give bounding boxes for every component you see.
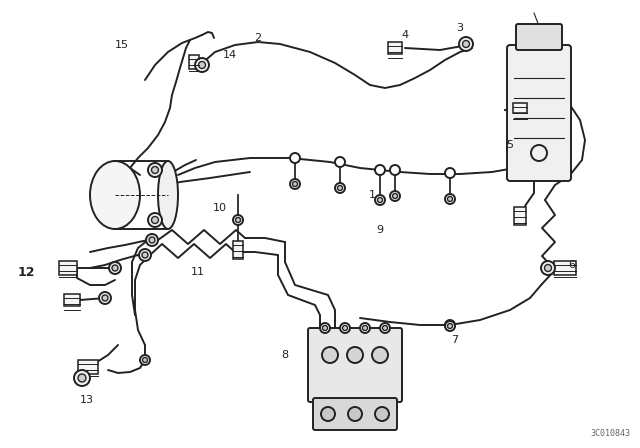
Circle shape — [321, 407, 335, 421]
FancyBboxPatch shape — [513, 103, 527, 113]
Circle shape — [463, 40, 470, 47]
FancyBboxPatch shape — [554, 261, 576, 275]
Text: 3C010843: 3C010843 — [590, 429, 630, 438]
Circle shape — [445, 194, 455, 204]
Circle shape — [78, 374, 86, 382]
Circle shape — [149, 237, 155, 243]
FancyBboxPatch shape — [388, 42, 402, 54]
Circle shape — [99, 292, 111, 304]
Circle shape — [372, 347, 388, 363]
Circle shape — [323, 326, 328, 331]
Ellipse shape — [90, 161, 140, 229]
Circle shape — [459, 37, 473, 51]
FancyBboxPatch shape — [514, 207, 526, 225]
Text: 2: 2 — [255, 33, 262, 43]
FancyBboxPatch shape — [308, 328, 402, 402]
Circle shape — [290, 153, 300, 163]
Circle shape — [140, 355, 150, 365]
Circle shape — [445, 320, 455, 330]
FancyBboxPatch shape — [233, 241, 243, 259]
FancyBboxPatch shape — [78, 360, 98, 374]
Text: 5: 5 — [506, 140, 513, 150]
Circle shape — [290, 179, 300, 189]
Circle shape — [112, 265, 118, 271]
Circle shape — [292, 181, 298, 186]
Circle shape — [390, 165, 400, 175]
Circle shape — [380, 323, 390, 333]
Circle shape — [148, 163, 162, 177]
Circle shape — [362, 326, 367, 331]
Circle shape — [447, 323, 452, 328]
Circle shape — [335, 183, 345, 193]
Circle shape — [152, 216, 159, 224]
Text: 15: 15 — [115, 40, 129, 50]
Circle shape — [233, 215, 243, 225]
Circle shape — [378, 198, 383, 202]
Text: 3: 3 — [456, 23, 463, 33]
Text: 10: 10 — [213, 203, 227, 213]
Ellipse shape — [158, 161, 178, 229]
FancyBboxPatch shape — [507, 45, 571, 181]
Text: 4: 4 — [401, 30, 408, 40]
Text: 13: 13 — [80, 395, 94, 405]
Circle shape — [375, 195, 385, 205]
Circle shape — [102, 295, 108, 301]
Circle shape — [236, 217, 241, 223]
Text: 7: 7 — [451, 335, 459, 345]
Circle shape — [109, 262, 121, 274]
Circle shape — [360, 323, 370, 333]
Text: 1: 1 — [369, 190, 376, 200]
FancyBboxPatch shape — [59, 261, 77, 275]
Circle shape — [348, 407, 362, 421]
Circle shape — [74, 370, 90, 386]
Text: 6: 6 — [568, 260, 575, 270]
Text: 11: 11 — [191, 267, 205, 277]
Circle shape — [142, 252, 148, 258]
Circle shape — [152, 167, 159, 173]
Circle shape — [139, 249, 151, 261]
Circle shape — [322, 347, 338, 363]
Circle shape — [335, 157, 345, 167]
FancyBboxPatch shape — [64, 294, 80, 306]
Text: 9: 9 — [376, 225, 383, 235]
Text: 8: 8 — [282, 350, 289, 360]
Circle shape — [342, 326, 348, 331]
Circle shape — [143, 358, 147, 362]
Circle shape — [447, 197, 452, 202]
Circle shape — [445, 321, 455, 331]
Circle shape — [340, 323, 350, 333]
Circle shape — [390, 191, 400, 201]
Circle shape — [392, 194, 397, 198]
Circle shape — [545, 264, 552, 271]
Circle shape — [148, 213, 162, 227]
Circle shape — [337, 185, 342, 190]
Circle shape — [445, 168, 455, 178]
Circle shape — [146, 234, 158, 246]
Circle shape — [375, 407, 389, 421]
Circle shape — [347, 347, 363, 363]
FancyBboxPatch shape — [516, 24, 562, 50]
Text: 12: 12 — [17, 266, 35, 279]
FancyBboxPatch shape — [189, 55, 199, 69]
Circle shape — [383, 326, 387, 331]
FancyBboxPatch shape — [313, 398, 397, 430]
Circle shape — [198, 61, 205, 69]
Circle shape — [195, 58, 209, 72]
Text: 14: 14 — [223, 50, 237, 60]
Circle shape — [375, 165, 385, 175]
Circle shape — [541, 261, 555, 275]
Circle shape — [320, 323, 330, 333]
